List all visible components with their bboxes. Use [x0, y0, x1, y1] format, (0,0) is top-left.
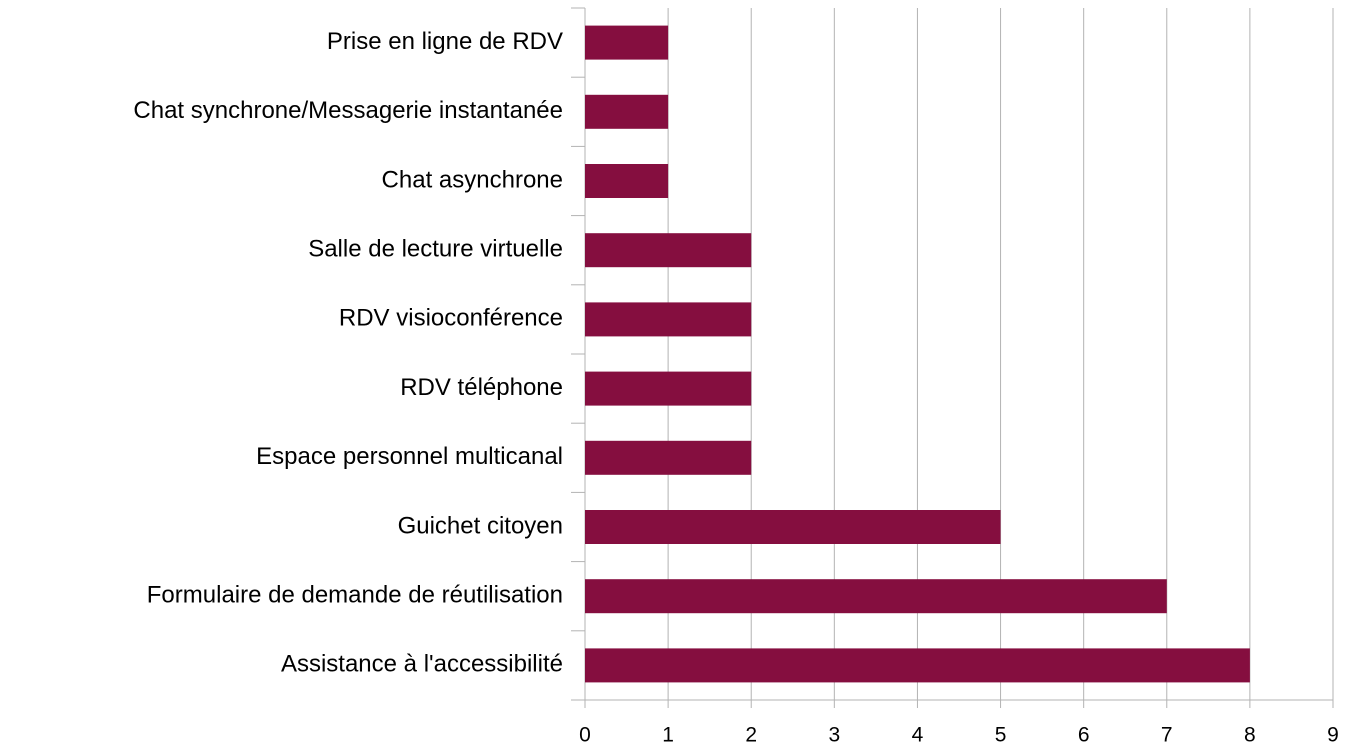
x-tick-label: 9	[1327, 724, 1339, 747]
y-tick-label: RDV visioconférence	[339, 305, 563, 332]
bar	[585, 302, 752, 337]
y-tick-label: Salle de lecture virtuelle	[308, 236, 563, 263]
y-tick-label: Formulaire de demande de réutilisation	[147, 582, 563, 609]
x-tick-label: 3	[828, 724, 840, 747]
bar	[585, 233, 752, 268]
x-tick-label: 1	[662, 724, 674, 747]
bar	[585, 94, 669, 129]
x-tick-label: 5	[995, 724, 1007, 747]
x-tick-label: 8	[1244, 724, 1256, 747]
bar	[585, 25, 669, 60]
bar	[585, 440, 752, 475]
y-tick-label: RDV téléphone	[400, 374, 563, 401]
y-tick-label: Assistance à l'accessibilité	[281, 651, 563, 678]
x-tick-label: 4	[912, 724, 924, 747]
x-tick-label: 7	[1161, 724, 1173, 747]
x-tick-label: 6	[1078, 724, 1090, 747]
bar	[585, 648, 1250, 683]
y-tick-label: Chat synchrone/Messagerie instantanée	[133, 97, 563, 124]
y-tick-label: Espace personnel multicanal	[256, 443, 563, 470]
x-tick-label: 0	[579, 724, 591, 747]
bar	[585, 579, 1167, 614]
y-tick-label: Prise en ligne de RDV	[327, 28, 563, 55]
bar	[585, 510, 1001, 544]
bar	[585, 164, 669, 198]
x-tick-label: 2	[745, 724, 757, 747]
y-tick-label: Guichet citoyen	[398, 512, 563, 539]
bar	[585, 371, 752, 406]
y-tick-label: Chat asynchrone	[382, 166, 563, 193]
